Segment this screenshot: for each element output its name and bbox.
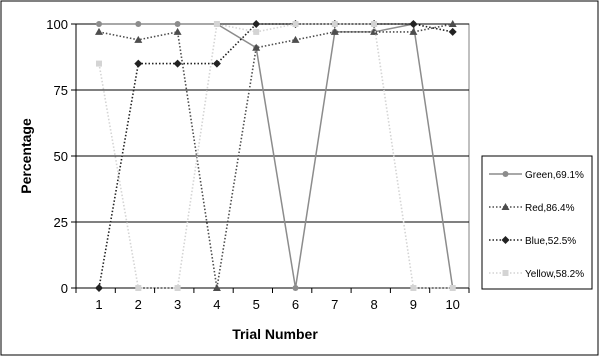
legend-marker-green [502, 171, 509, 177]
y-tick-label: 25 [54, 215, 68, 230]
data-point-blue [134, 59, 143, 68]
legend-marker-yellow [502, 270, 509, 276]
legend-label-blue: Blue,52.5% [525, 236, 576, 247]
data-point-blue [212, 59, 221, 68]
legend-box [481, 155, 593, 290]
data-point-red [134, 35, 143, 43]
data-point-yellow [371, 21, 378, 27]
x-tick-label: 2 [135, 297, 142, 312]
data-point-blue [448, 27, 457, 36]
x-tick-label: 3 [174, 297, 181, 312]
data-point-red [212, 284, 221, 291]
legend-marker-red [501, 203, 510, 210]
x-tick-label: 4 [213, 297, 220, 312]
axes: 0 25 50 75 100 1 2 3 4 5 6 7 8 9 10 [46, 17, 470, 312]
legend-label-red: Red,86.4% [525, 203, 575, 214]
data-point-red [291, 35, 300, 43]
x-tick-label: 8 [370, 297, 377, 312]
data-point-blue [409, 20, 418, 28]
data-point-red [95, 27, 103, 35]
data-point-red [330, 27, 339, 35]
y-tick-label: 50 [54, 149, 68, 164]
data-point-blue [173, 59, 182, 68]
y-tick-label: 75 [54, 83, 68, 98]
series-yellow [96, 21, 456, 291]
data-point-green [96, 21, 102, 27]
x-tick-label: 1 [95, 297, 102, 312]
series-red [95, 20, 457, 291]
data-point-yellow [135, 285, 142, 291]
y-axis-title: Percentage [18, 118, 34, 194]
legend-label-green: Green,69.1% [525, 170, 584, 181]
x-tick-label: 6 [292, 297, 299, 312]
legend-marker-blue [501, 236, 510, 244]
data-point-yellow [449, 285, 456, 291]
data-point-red [370, 27, 379, 35]
series-line-red [98, 23, 453, 289]
data-point-yellow [410, 285, 417, 291]
data-point-yellow [331, 21, 338, 27]
series-line-green [99, 23, 454, 289]
x-tick-label: 10 [445, 297, 459, 312]
legend-label-yellow: Yellow,58.2% [525, 269, 584, 280]
legend: Green,69.1% Red,86.4% Blue,52.5% Yellow,58.… [481, 155, 593, 290]
data-point-red [252, 43, 261, 51]
x-tick-label: 9 [410, 297, 417, 312]
data-point-yellow [174, 285, 181, 291]
data-point-red [173, 27, 182, 35]
data-point-yellow [96, 60, 102, 67]
data-point-yellow [292, 21, 299, 27]
x-tick-label: 5 [253, 297, 260, 312]
series-layer [95, 20, 457, 292]
data-point-green [292, 285, 299, 291]
series-line-yellow [98, 23, 453, 289]
data-point-blue [252, 20, 261, 28]
x-axis-title: Trial Number [232, 326, 318, 342]
data-point-yellow [253, 28, 260, 35]
y-tick-label: 0 [61, 281, 68, 296]
data-point-red [448, 20, 457, 27]
data-point-green [135, 21, 142, 27]
data-point-red [409, 27, 418, 35]
series-line-blue [98, 23, 453, 289]
data-point-yellow [213, 21, 220, 27]
y-tick-label: 100 [46, 17, 68, 32]
legend-items: Green,69.1% Red,86.4% Blue,52.5% Yellow,58.… [489, 170, 584, 280]
x-tick-label: 7 [331, 297, 338, 312]
data-point-blue [95, 284, 103, 292]
data-point-green [174, 21, 181, 27]
